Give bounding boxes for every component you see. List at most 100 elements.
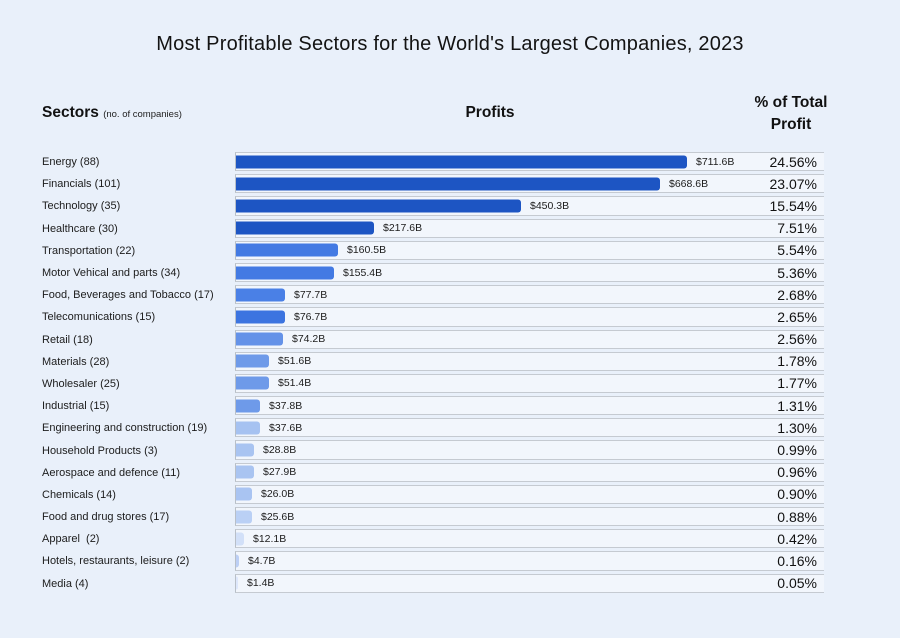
profit-bar (236, 576, 238, 590)
sector-label: Transportation (22) (42, 244, 136, 257)
row-band: $711.6B 24.56% (235, 152, 824, 172)
profit-bar (236, 332, 283, 346)
sector-label: Food and drug stores (17) (42, 511, 170, 524)
row-band: $37.8B 1.31% (235, 396, 824, 416)
profit-value-label: $4.7B (248, 554, 276, 567)
percent-header-line2: Profit (770, 115, 812, 133)
row-band: $74.2B 2.56% (235, 329, 824, 349)
table-row: Transportation (22) $160.5B 5.54% (0, 240, 900, 262)
profit-bar (236, 177, 660, 191)
profit-value-label: $77.7B (294, 288, 328, 301)
sector-label: Engineering and construction (19) (42, 422, 208, 435)
percent-header-line1: % of Total (754, 94, 828, 111)
profit-value-label: $51.6B (278, 355, 312, 368)
profit-value-label: $668.6B (669, 177, 709, 190)
profit-bar (236, 399, 260, 413)
table-row: Wholesaler (25) $51.4B 1.77% (0, 373, 900, 395)
profit-bar (236, 155, 687, 169)
profit-value-label: $37.6B (269, 421, 303, 434)
percent-of-total-label: 0.99% (777, 442, 817, 459)
percent-of-total-label: 2.65% (777, 308, 817, 325)
table-row: Media (4) $1.4B 0.05% (0, 573, 900, 595)
sector-label: Retail (18) (42, 333, 93, 346)
table-row: Materials (28) $51.6B 1.78% (0, 351, 900, 373)
table-row: Technology (35) $450.3B 15.54% (0, 195, 900, 217)
profit-bar (236, 554, 239, 568)
table-row: Hotels, restaurants, leisure (2) $4.7B 0.1… (0, 550, 900, 572)
profit-bar (236, 354, 269, 368)
profit-value-label: $76.7B (294, 310, 328, 323)
sector-label: Financials (101) (42, 178, 121, 191)
table-row: Motor Vehical and parts (34) $155.4B 5.36% (0, 262, 900, 284)
profit-value-label: $25.6B (261, 510, 295, 523)
row-band: $217.6B 7.51% (235, 218, 824, 238)
sector-label: Apparel (2) (42, 533, 100, 546)
percent-of-total-label: 1.31% (777, 397, 817, 414)
percent-of-total-label: 0.96% (777, 464, 817, 481)
profit-value-label: $37.8B (269, 399, 303, 412)
percent-of-total-label: 0.42% (777, 530, 817, 547)
percent-of-total-label: 0.90% (777, 486, 817, 503)
row-band: $26.0B 0.90% (235, 484, 824, 504)
row-band: $37.6B 1.30% (235, 418, 824, 438)
profit-bar (236, 199, 521, 213)
profit-bar (236, 266, 334, 280)
table-row: Industrial (15) $37.8B 1.31% (0, 395, 900, 417)
sector-label: Technology (35) (42, 200, 121, 213)
sector-label: Telecomunications (15) (42, 311, 156, 324)
profit-bar (236, 421, 260, 435)
sector-label: Motor Vehical and parts (34) (42, 267, 181, 280)
table-row: Food, Beverages and Tobacco (17) $77.7B 2.… (0, 284, 900, 306)
profit-value-label: $26.0B (261, 488, 295, 501)
row-band: $76.7B 2.65% (235, 307, 824, 327)
profit-value-label: $27.9B (263, 466, 297, 479)
row-band: $668.6B 23.07% (235, 174, 824, 194)
table-row: Aerospace and defence (11) $27.9B 0.96% (0, 462, 900, 484)
profit-bar (236, 487, 252, 501)
profit-value-label: $160.5B (347, 244, 387, 257)
profit-bar (236, 443, 254, 457)
bar-chart-rows: Energy (88) $711.6B 24.56% Financials (101)… (0, 151, 900, 595)
profit-value-label: $51.4B (278, 377, 312, 390)
table-row: Chemicals (14) $26.0B 0.90% (0, 484, 900, 506)
row-band: $77.7B 2.68% (235, 285, 824, 305)
percent-of-total-label: 1.77% (777, 375, 817, 392)
sector-label: Industrial (15) (42, 400, 110, 413)
percent-of-total-label: 1.78% (777, 353, 817, 370)
row-band: $160.5B 5.54% (235, 240, 824, 260)
row-band: $28.8B 0.99% (235, 440, 824, 460)
sector-label: Hotels, restaurants, leisure (2) (42, 555, 190, 568)
sector-label: Aerospace and defence (11) (42, 466, 180, 479)
profit-bar (236, 532, 244, 546)
column-header-percent: % of Total Profit (741, 92, 841, 135)
profit-bar (236, 465, 254, 479)
percent-of-total-label: 5.36% (777, 264, 817, 281)
sector-label: Chemicals (14) (42, 488, 116, 501)
profit-bar (236, 510, 252, 524)
profit-value-label: $217.6B (383, 222, 423, 235)
row-band: $51.4B 1.77% (235, 373, 824, 394)
table-row: Financials (101) $668.6B 23.07% (0, 173, 900, 195)
profit-value-label: $711.6B (696, 155, 735, 168)
percent-of-total-label: 7.51% (777, 220, 817, 237)
percent-of-total-label: 2.56% (777, 331, 817, 348)
profit-bar (236, 310, 285, 324)
percent-of-total-label: 23.07% (769, 175, 817, 192)
percent-of-total-label: 2.68% (777, 286, 817, 303)
profit-value-label: $12.1B (253, 532, 287, 545)
table-row: Retail (18) $74.2B 2.56% (0, 329, 900, 351)
percent-of-total-label: 5.54% (777, 242, 817, 259)
table-row: Engineering and construction (19) $37.6B 1… (0, 417, 900, 439)
chart-title: Most Profitable Sectors for the World's … (156, 33, 744, 55)
sector-label: Food, Beverages and Tobacco (17) (42, 289, 214, 302)
column-header-sectors: Sectors (no. of companies) (42, 104, 182, 122)
profit-bar (236, 243, 338, 257)
percent-of-total-label: 0.05% (777, 575, 817, 592)
row-band: $1.4B 0.05% (235, 573, 824, 593)
row-band: $12.1B 0.42% (235, 529, 824, 549)
percent-of-total-label: 24.56% (769, 153, 817, 170)
profit-value-label: $155.4B (343, 266, 383, 279)
sectors-header-note: (no. of companies) (103, 109, 182, 120)
row-band: $51.6B 1.78% (235, 351, 824, 371)
